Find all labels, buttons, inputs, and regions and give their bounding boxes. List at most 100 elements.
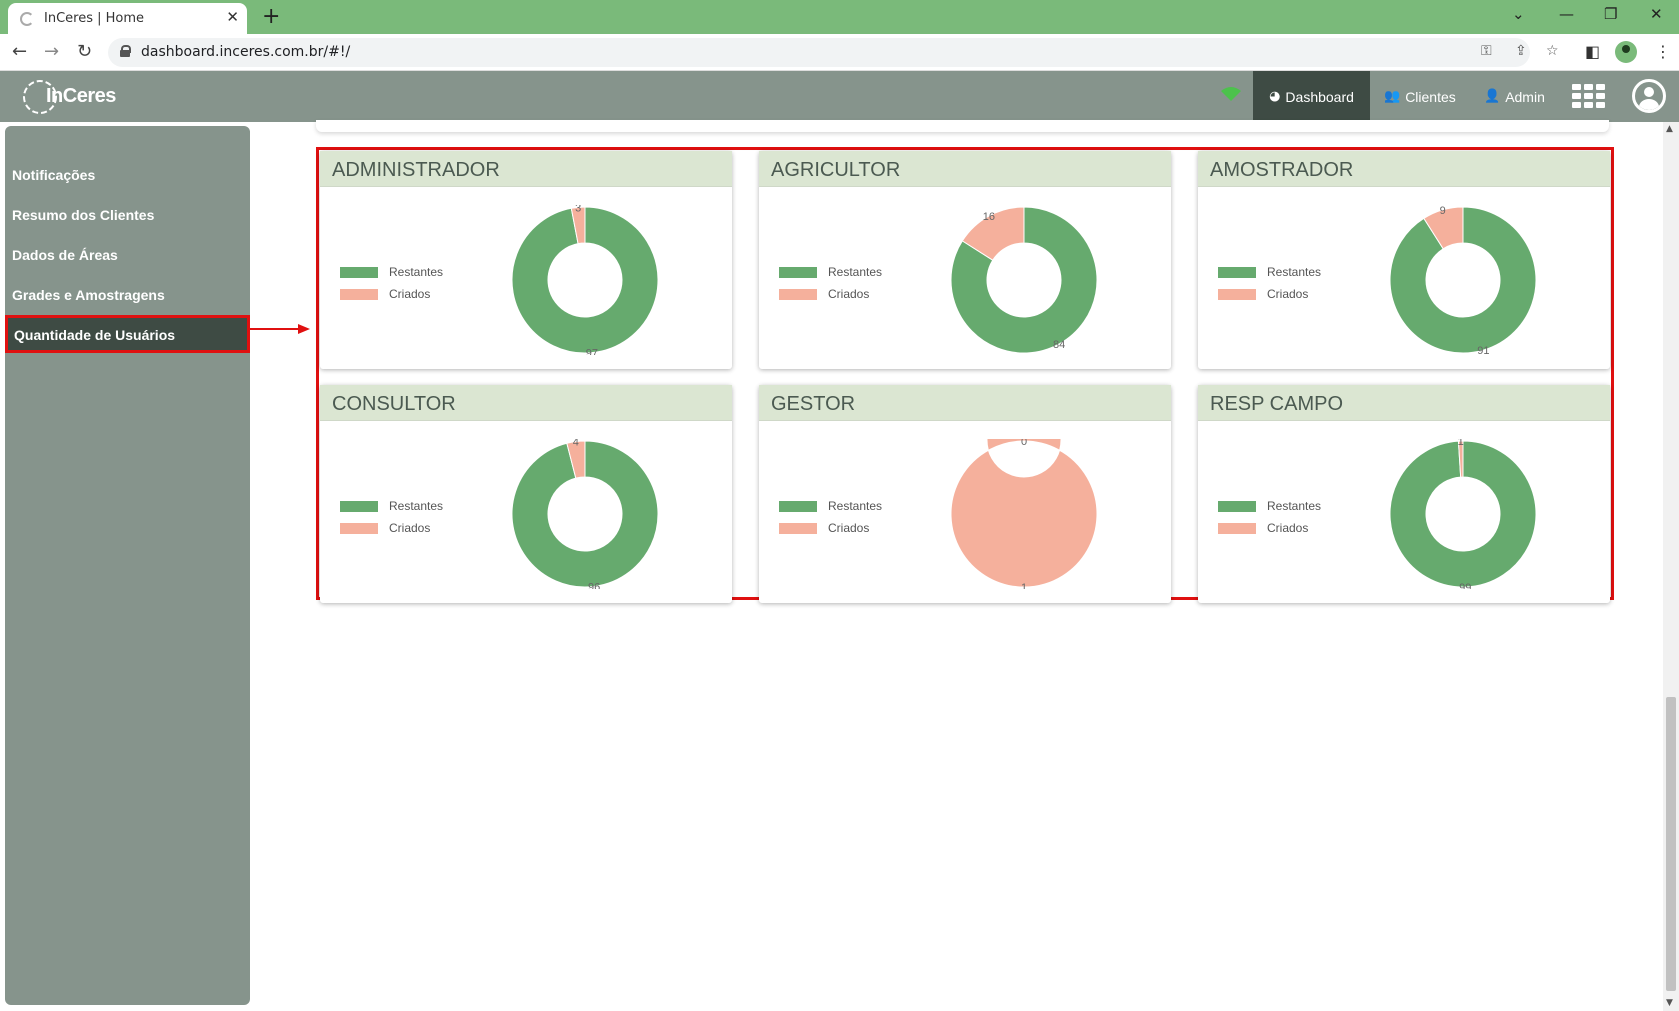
nav-dashboard[interactable]: ◕ Dashboard — [1253, 71, 1370, 122]
url-text: dashboard.inceres.com.br/#!/ — [141, 44, 351, 60]
apps-grid-icon[interactable] — [1572, 84, 1605, 108]
slice-criados[interactable] — [950, 439, 1098, 588]
slice-criados[interactable] — [1423, 206, 1464, 250]
user-account-icon[interactable] — [1632, 79, 1666, 113]
legend-criados[interactable]: Criados — [1218, 283, 1321, 305]
star-icon[interactable]: ☆ — [1546, 43, 1559, 59]
nav-dashboard-label: Dashboard — [1285, 88, 1354, 105]
address-input[interactable]: dashboard.inceres.com.br/#!/ ⚿ ⇪ ☆ — [108, 38, 1559, 67]
back-icon[interactable]: ← — [12, 41, 28, 62]
nav-clientes[interactable]: 👥 Clientes — [1384, 71, 1456, 122]
slice-value-label: 1 — [1458, 439, 1464, 448]
user-plus-icon: 👤 — [1484, 89, 1501, 104]
legend-criados[interactable]: Criados — [1218, 517, 1321, 539]
minimize-icon[interactable]: — — [1559, 5, 1574, 23]
legend-restantes[interactable]: Restantes — [779, 261, 882, 283]
wifi-icon — [1221, 87, 1241, 101]
legend-criados[interactable]: Criados — [779, 283, 882, 305]
donut-chart: 96 4 — [511, 439, 659, 589]
key-icon[interactable]: ⚿ — [1481, 43, 1492, 59]
inceres-logo-icon[interactable] — [20, 77, 60, 117]
legend-swatch — [340, 288, 378, 300]
slice-restantes[interactable] — [511, 440, 659, 588]
profile-avatar-icon[interactable] — [1615, 41, 1637, 63]
restore-icon[interactable]: ❐ — [1604, 5, 1618, 23]
chart-legend: Restantes Criados — [340, 495, 443, 539]
card-title: AMOSTRADOR — [1198, 151, 1610, 187]
legend-swatch — [1218, 266, 1256, 278]
side-panel-icon[interactable]: ◧ — [1585, 42, 1601, 61]
legend-restantes[interactable]: Restantes — [340, 495, 443, 517]
reload-icon[interactable]: ↻ — [77, 41, 93, 62]
donut-chart: 91 9 — [1389, 205, 1537, 355]
close-window-icon[interactable]: ✕ — [1650, 5, 1663, 23]
close-tab-icon[interactable]: ✕ — [226, 8, 239, 26]
scrollbar-thumb[interactable] — [1666, 697, 1676, 991]
scroll-up-icon[interactable]: ▲ — [1666, 124, 1673, 134]
users-icon: 👥 — [1384, 89, 1401, 104]
share-icon[interactable]: ⇪ — [1515, 43, 1527, 59]
legend-criados[interactable]: Criados — [779, 517, 882, 539]
slice-restantes[interactable] — [950, 206, 1098, 354]
chevron-down-icon[interactable]: ⌄ — [1512, 5, 1525, 23]
sidebar-item-notificacoes[interactable]: Notificações — [12, 167, 96, 183]
legend-label: Criados — [1267, 521, 1309, 535]
legend-swatch — [779, 288, 817, 300]
user-quota-card: CONSULTOR Restantes Criados 96 4 — [320, 385, 732, 603]
chart-legend: Restantes Criados — [1218, 495, 1321, 539]
slice-value-label: 99 — [1459, 582, 1471, 589]
slice-value-label: 1 — [1021, 582, 1027, 589]
legend-swatch — [1218, 288, 1256, 300]
legend-swatch — [1218, 522, 1256, 534]
forward-icon[interactable]: → — [44, 41, 60, 62]
legend-restantes[interactable]: Restantes — [1218, 495, 1321, 517]
browser-tab[interactable]: InCeres | Home ✕ — [8, 3, 247, 34]
logo-text[interactable]: InCeres — [46, 85, 116, 107]
browser-tab-bar: InCeres | Home ✕ + ⌄ — ❐ ✕ — [0, 0, 1679, 34]
slice-criados[interactable] — [570, 206, 586, 245]
legend-swatch — [340, 266, 378, 278]
legend-swatch — [779, 266, 817, 278]
legend-label: Criados — [389, 521, 431, 535]
nav-admin[interactable]: 👤 Admin — [1484, 71, 1545, 122]
app-header: InCeres ◕ Dashboard 👥 Clientes 👤 Admin — [0, 71, 1679, 122]
slice-value-label: 16 — [983, 211, 995, 223]
slice-criados[interactable] — [566, 440, 586, 479]
slice-value-label: 9 — [1440, 205, 1446, 217]
sidebar-item-quantidade-usuarios[interactable]: Quantidade de Usuários — [5, 315, 250, 353]
slice-value-label: 3 — [575, 205, 581, 214]
slice-restantes[interactable] — [1389, 440, 1537, 588]
legend-swatch — [779, 522, 817, 534]
card-title: GESTOR — [759, 385, 1171, 421]
slice-criados[interactable] — [1457, 440, 1464, 478]
menu-kebab-icon[interactable]: ⋮ — [1655, 42, 1671, 61]
chart-legend: Restantes Criados — [340, 261, 443, 305]
chart-legend: Restantes Criados — [779, 495, 882, 539]
chart-legend: Restantes Criados — [779, 261, 882, 305]
slice-restantes[interactable] — [1389, 206, 1537, 354]
legend-restantes[interactable]: Restantes — [340, 261, 443, 283]
scroll-down-icon[interactable]: ▼ — [1666, 998, 1673, 1008]
legend-label: Restantes — [1267, 265, 1322, 279]
slice-restantes[interactable] — [511, 206, 659, 354]
scrollbar[interactable]: ▲ ▼ — [1663, 122, 1679, 1011]
sidebar-item-resumo-clientes[interactable]: Resumo dos Clientes — [12, 207, 155, 223]
legend-criados[interactable]: Criados — [340, 517, 443, 539]
tab-title: InCeres | Home — [44, 11, 145, 26]
sidebar-item-dados-areas[interactable]: Dados de Áreas — [12, 247, 118, 263]
legend-label: Restantes — [1267, 499, 1322, 513]
legend-criados[interactable]: Criados — [340, 283, 443, 305]
annotation-arrow — [250, 324, 310, 334]
user-quota-card: AMOSTRADOR Restantes Criados 91 9 — [1198, 151, 1610, 369]
new-tab-button[interactable]: + — [262, 4, 281, 29]
nav-clientes-label: Clientes — [1405, 88, 1456, 105]
legend-restantes[interactable]: Restantes — [779, 495, 882, 517]
legend-label: Restantes — [828, 265, 883, 279]
sidebar-item-grades-amostragens[interactable]: Grades e Amostragens — [12, 287, 165, 303]
slice-criados[interactable] — [961, 206, 1025, 261]
legend-swatch — [779, 500, 817, 512]
legend-restantes[interactable]: Restantes — [1218, 261, 1321, 283]
legend-label: Restantes — [389, 265, 444, 279]
slice-value-label: 96 — [588, 581, 600, 589]
slice-value-label: 0 — [1021, 439, 1027, 448]
